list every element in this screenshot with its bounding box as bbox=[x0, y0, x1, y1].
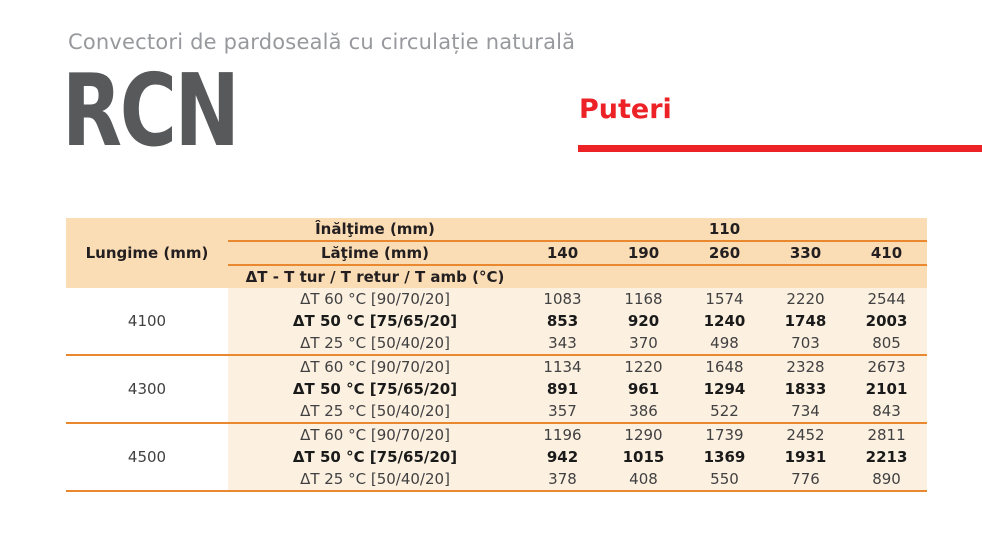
power-value-cell: 853 bbox=[522, 310, 603, 332]
power-value-cell: 2213 bbox=[846, 446, 928, 468]
power-value-cell: 920 bbox=[603, 310, 684, 332]
row-label: ΔT 50 °C [75/65/20] bbox=[228, 310, 522, 332]
data-row: 4300 ΔT 60 °C [90/70/20] 1134 1220 1648 … bbox=[66, 354, 928, 423]
delta-header-spacer bbox=[522, 264, 928, 288]
data-row: ΔT 50 °C [75/65/20] 891 961 1294 1833 21… bbox=[66, 378, 928, 400]
row-label: ΔT 25 °C [50/40/20] bbox=[228, 332, 522, 355]
power-value-cell: 734 bbox=[765, 400, 846, 423]
row-label: ΔT 60 °C [90/70/20] bbox=[228, 422, 522, 446]
power-value-cell: 2101 bbox=[846, 378, 928, 400]
row-label: ΔT 25 °C [50/40/20] bbox=[228, 468, 522, 492]
width-value: 140 bbox=[522, 240, 603, 265]
power-value-cell: 1015 bbox=[603, 446, 684, 468]
power-value-cell: 378 bbox=[522, 468, 603, 492]
header-row-height: Lungime (mm) Înălţime (mm) 110 bbox=[66, 218, 928, 288]
width-label: Lăţime (mm) bbox=[228, 240, 522, 265]
power-value-cell: 2544 bbox=[846, 288, 928, 310]
power-value-cell: 843 bbox=[846, 400, 928, 423]
data-row: ΔT 25 °C [50/40/20] 357 386 522 734 843 bbox=[66, 400, 928, 423]
row-label: ΔT 50 °C [75/65/20] bbox=[228, 378, 522, 400]
power-value-cell: 2673 bbox=[846, 354, 928, 378]
width-value: 410 bbox=[846, 240, 928, 265]
section-title: Puteri bbox=[579, 94, 672, 125]
row-label: ΔT 25 °C [50/40/20] bbox=[228, 400, 522, 423]
power-value-cell: 776 bbox=[765, 468, 846, 492]
data-row: ΔT 25 °C [50/40/20] 378 408 550 776 890 bbox=[66, 468, 928, 492]
power-value-cell: 2811 bbox=[846, 422, 928, 446]
height-value: 110 bbox=[522, 218, 928, 241]
data-row: 4500 ΔT 60 °C [90/70/20] 1196 1290 1739 … bbox=[66, 422, 928, 492]
power-value-cell: 1220 bbox=[603, 354, 684, 378]
header-row-width: Lăţime (mm) 140 190 260 330 410 bbox=[66, 240, 928, 265]
power-value-cell: 1134 bbox=[522, 354, 603, 378]
width-value: 330 bbox=[765, 240, 846, 265]
power-value-cell: 498 bbox=[684, 332, 765, 355]
power-value-cell: 890 bbox=[846, 468, 928, 492]
power-value-cell: 386 bbox=[603, 400, 684, 423]
power-value-cell: 522 bbox=[684, 400, 765, 423]
row-label: ΔT 50 °C [75/65/20] bbox=[228, 446, 522, 468]
power-value-cell: 2328 bbox=[765, 354, 846, 378]
power-ratings-table: Lungime (mm) Înălţime (mm) 110 Lăţime (m… bbox=[66, 218, 928, 492]
length-value: 4500 bbox=[66, 422, 228, 492]
power-value-cell: 942 bbox=[522, 446, 603, 468]
data-row: 4100 ΔT 60 °C [90/70/20] 1083 1168 1574 … bbox=[66, 288, 928, 355]
section-title-underline bbox=[578, 145, 982, 152]
product-code: RCN bbox=[62, 52, 240, 169]
power-value-cell: 1294 bbox=[684, 378, 765, 400]
height-label: Înălţime (mm) bbox=[228, 218, 522, 241]
delta-header: ΔT - T tur / T retur / T amb (°C) bbox=[228, 264, 522, 288]
page-subtitle: Convectori de pardoseală cu circulație n… bbox=[68, 30, 576, 54]
width-value: 260 bbox=[684, 240, 765, 265]
power-value-cell: 2003 bbox=[846, 310, 928, 332]
power-value-cell: 370 bbox=[603, 332, 684, 355]
row-label: ΔT 60 °C [90/70/20] bbox=[228, 288, 522, 310]
power-value-cell: 2452 bbox=[765, 422, 846, 446]
power-value-cell: 1083 bbox=[522, 288, 603, 310]
power-value-cell: 1739 bbox=[684, 422, 765, 446]
power-value-cell: 1748 bbox=[765, 310, 846, 332]
data-row: ΔT 50 °C [75/65/20] 853 920 1240 1748 20… bbox=[66, 310, 928, 332]
power-value-cell: 550 bbox=[684, 468, 765, 492]
power-value-cell: 891 bbox=[522, 378, 603, 400]
power-value-cell: 961 bbox=[603, 378, 684, 400]
power-value-cell: 1931 bbox=[765, 446, 846, 468]
length-value: 4300 bbox=[66, 354, 228, 423]
power-value-cell: 357 bbox=[522, 400, 603, 423]
power-value-cell: 408 bbox=[603, 468, 684, 492]
power-value-cell: 703 bbox=[765, 332, 846, 355]
width-value: 190 bbox=[603, 240, 684, 265]
power-value-cell: 1168 bbox=[603, 288, 684, 310]
row-label: ΔT 60 °C [90/70/20] bbox=[228, 354, 522, 378]
length-value: 4100 bbox=[66, 288, 228, 355]
power-value-cell: 2220 bbox=[765, 288, 846, 310]
corner-label: Lungime (mm) bbox=[66, 218, 228, 288]
power-value-cell: 1196 bbox=[522, 422, 603, 446]
power-value-cell: 343 bbox=[522, 332, 603, 355]
header-row-delta: ΔT - T tur / T retur / T amb (°C) bbox=[66, 264, 928, 288]
power-value-cell: 1574 bbox=[684, 288, 765, 310]
data-row: ΔT 50 °C [75/65/20] 942 1015 1369 1931 2… bbox=[66, 446, 928, 468]
power-value-cell: 1833 bbox=[765, 378, 846, 400]
data-row: ΔT 25 °C [50/40/20] 343 370 498 703 805 bbox=[66, 332, 928, 355]
power-value-cell: 805 bbox=[846, 332, 928, 355]
power-value-cell: 1290 bbox=[603, 422, 684, 446]
power-value-cell: 1648 bbox=[684, 354, 765, 378]
power-value-cell: 1240 bbox=[684, 310, 765, 332]
power-value-cell: 1369 bbox=[684, 446, 765, 468]
